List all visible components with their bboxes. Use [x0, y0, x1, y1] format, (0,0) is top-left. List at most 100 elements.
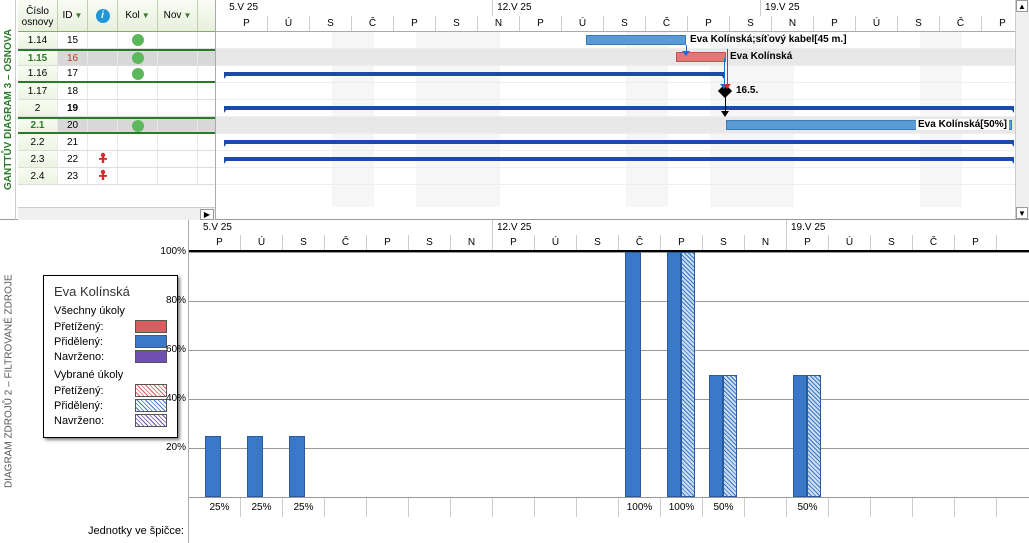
summary-bar[interactable]: [224, 157, 1014, 161]
resource-bar[interactable]: [709, 375, 723, 498]
day-header: S: [409, 235, 451, 250]
day-header: S: [436, 16, 478, 32]
day-header: N: [451, 235, 493, 250]
table-row[interactable]: 1.1617: [18, 66, 215, 83]
table-row[interactable]: 2.322: [18, 151, 215, 168]
table-row[interactable]: 2.221: [18, 134, 215, 151]
cell-kol: [118, 151, 158, 167]
cell-id: 17: [58, 66, 88, 81]
person-icon: [98, 152, 108, 167]
unit-cell: [451, 498, 493, 517]
cell-info: [88, 151, 118, 167]
v-scrollbar[interactable]: ▲ ▼: [1015, 0, 1029, 219]
day-header: S: [730, 16, 772, 32]
bar-label: Eva Kolínská[50%]: [916, 119, 1009, 130]
day-header: Č: [646, 16, 688, 32]
legend-item: Navrženo:: [54, 350, 167, 363]
unit-cell: 25%: [241, 498, 283, 517]
gantt-bar[interactable]: [586, 35, 686, 45]
day-header: Č: [940, 16, 982, 32]
col-info[interactable]: i: [88, 0, 118, 31]
cell-info: [88, 51, 118, 65]
status-dot-icon: [132, 52, 144, 64]
day-header: Ú: [268, 16, 310, 32]
resource-bar[interactable]: [289, 436, 305, 497]
resource-bar[interactable]: [681, 252, 695, 497]
y-axis-label: 80%: [166, 295, 186, 306]
unit-cell: [577, 498, 619, 517]
cell-id: 21: [58, 134, 88, 150]
week-header: 5.V 25: [199, 220, 493, 235]
table-row[interactable]: 1.1718: [18, 83, 215, 100]
gantt-chart[interactable]: 5.V 2512.V 2519.V 25 PÚSČPSNPÚSČPSNPÚSČP…: [216, 0, 1029, 219]
resource-header: 5.V 2512.V 2519.V 25 PÚSČPSNPÚSČPSNPÚSČP: [189, 220, 1029, 252]
table-row[interactable]: 2.423: [18, 168, 215, 185]
y-axis-label: 40%: [166, 393, 186, 404]
cell-id: 19: [58, 100, 88, 116]
h-scrollbar[interactable]: ▶: [18, 207, 215, 220]
legend-title: Eva Kolínská: [54, 284, 167, 299]
summary-bar[interactable]: [224, 140, 1014, 144]
day-header: Č: [352, 16, 394, 32]
resource-bar[interactable]: [625, 252, 641, 497]
day-header: S: [577, 235, 619, 250]
day-header: S: [283, 235, 325, 250]
resource-bar[interactable]: [723, 375, 737, 498]
unit-cell: [913, 498, 955, 517]
gantt-body[interactable]: Eva Kolínská;síťový kabel[45 m.] Eva Kol…: [216, 32, 1029, 207]
cell-kol: [118, 32, 158, 48]
col-nov[interactable]: Nov▼: [158, 0, 198, 31]
summary-bar[interactable]: [224, 106, 1014, 110]
units-row: 25%25%25%100%100%50%50%: [189, 497, 1029, 517]
table-row[interactable]: 1.1415: [18, 32, 215, 49]
cell-info: [88, 119, 118, 132]
summary-bar[interactable]: [224, 72, 724, 76]
dropdown-icon: ▼: [183, 11, 191, 20]
cell-nov: [158, 83, 198, 99]
scroll-right-icon[interactable]: ▶: [200, 209, 214, 220]
day-header: Ú: [562, 16, 604, 32]
unit-cell: [493, 498, 535, 517]
day-header: P: [520, 16, 562, 32]
swatch-blue-hatch: [135, 399, 167, 412]
col-cislo[interactable]: Číslo osnovy: [18, 0, 58, 31]
table-row[interactable]: 219: [18, 100, 215, 117]
table-row[interactable]: 2.120: [18, 117, 215, 134]
unit-cell: 50%: [703, 498, 745, 517]
y-axis-label: 60%: [166, 344, 186, 355]
resource-bar[interactable]: [247, 436, 263, 497]
cell-kol: [118, 83, 158, 99]
col-kol[interactable]: Kol▼: [118, 0, 158, 31]
cell-info: [88, 168, 118, 184]
gantt-header: 5.V 2512.V 2519.V 25 PÚSČPSNPÚSČPSNPÚSČP: [216, 0, 1029, 32]
legend-item: Přidělený:: [54, 399, 167, 412]
unit-cell: [325, 498, 367, 517]
scroll-up-icon[interactable]: ▲: [1016, 0, 1028, 12]
day-header: Č: [325, 235, 367, 250]
resource-bar[interactable]: [807, 375, 821, 498]
resource-bar[interactable]: [205, 436, 221, 497]
status-dot-icon: [132, 120, 144, 132]
cell-kol: [118, 100, 158, 116]
swatch-red-hatch: [135, 384, 167, 397]
unit-cell: 50%: [787, 498, 829, 517]
resource-chart[interactable]: 5.V 2512.V 2519.V 25 PÚSČPSNPÚSČPSNPÚSČP…: [188, 220, 1029, 543]
resource-bar[interactable]: [793, 375, 807, 498]
unit-cell: 100%: [619, 498, 661, 517]
resource-bar[interactable]: [667, 252, 681, 497]
table-row[interactable]: 1.1516: [18, 49, 215, 66]
scroll-down-icon[interactable]: ▼: [1016, 207, 1028, 219]
day-header: P: [688, 16, 730, 32]
unit-cell: [745, 498, 787, 517]
day-header: S: [604, 16, 646, 32]
day-header: S: [310, 16, 352, 32]
cell-id: 22: [58, 151, 88, 167]
unit-cell: [829, 498, 871, 517]
info-icon: i: [96, 9, 110, 23]
unit-cell: [409, 498, 451, 517]
cell-info: [88, 32, 118, 48]
unit-cell: [871, 498, 913, 517]
col-id[interactable]: ID▼: [58, 0, 88, 31]
cell-nov: [158, 66, 198, 81]
cell-cislo: 2.3: [18, 151, 58, 167]
